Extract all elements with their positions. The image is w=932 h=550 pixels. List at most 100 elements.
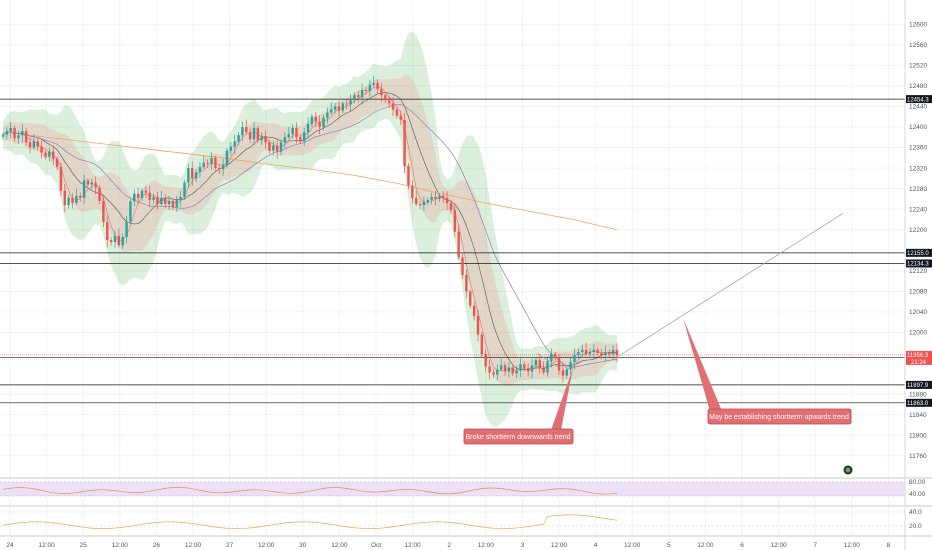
candle-body	[79, 195, 82, 198]
candle-body	[148, 192, 151, 200]
candle-body	[546, 361, 549, 373]
candle-body	[353, 95, 356, 101]
candle-body	[399, 115, 402, 120]
moving-averages	[2, 86, 618, 372]
candle-body	[113, 235, 117, 243]
candle-body	[125, 221, 128, 237]
candle-body	[314, 116, 317, 122]
candle-body	[469, 291, 472, 306]
candle-body	[588, 351, 592, 355]
time-tick-label: 12:00	[551, 542, 568, 549]
level-badge	[906, 95, 932, 104]
candle-body	[106, 222, 109, 240]
ma-purple-line	[2, 104, 618, 368]
time-tick-label: 12:00	[844, 542, 861, 549]
candle-body	[449, 203, 453, 211]
candle-body	[102, 200, 105, 223]
time-tick-label: 12:00	[331, 542, 348, 549]
time-tick-label: 30	[299, 542, 307, 549]
level-badge-label: 12454.3	[907, 97, 929, 103]
candle-body	[430, 196, 433, 200]
trend-drawings[interactable]	[536, 212, 844, 369]
candle-body	[492, 372, 495, 375]
candle-body	[229, 146, 233, 151]
candle-body	[1, 134, 5, 137]
candle-body	[272, 145, 275, 151]
price-tick-label: 12400	[909, 124, 927, 131]
candle-body	[233, 141, 236, 147]
candle-body	[306, 123, 310, 133]
candle-body	[372, 82, 375, 85]
candle-body	[596, 349, 599, 353]
candle-body	[550, 354, 553, 362]
time-tick-label: 12:00	[112, 542, 129, 549]
price-tick-label: 12080	[909, 289, 927, 296]
candle-body	[218, 168, 221, 170]
time-tick-label: 4	[594, 542, 598, 549]
candle-body	[28, 142, 32, 148]
candle-body	[326, 112, 329, 118]
candle-body	[98, 187, 101, 201]
candle-body	[214, 157, 217, 169]
candle-body	[484, 354, 487, 367]
chart-logo	[843, 465, 853, 475]
candle-body	[144, 190, 148, 193]
candle-body	[584, 349, 588, 355]
candle-body	[48, 151, 51, 157]
time-tick-label: 12:00	[478, 542, 495, 549]
candle-body	[349, 100, 352, 105]
candle-body	[322, 117, 325, 127]
level-badge	[906, 248, 932, 257]
price-tick-label: 12440	[909, 104, 927, 111]
rsi-level-label: 40.00	[909, 491, 926, 498]
level-badge-label: 11897.9	[907, 383, 929, 389]
time-tick-label: 12:00	[258, 542, 275, 549]
price-tick-label: 12320	[909, 165, 927, 172]
time-tick-label: 12:00	[404, 542, 421, 549]
price-tick-label: 12600	[909, 21, 927, 28]
candle-body	[109, 240, 113, 243]
price-tick-label: 11800	[909, 432, 927, 439]
ma-fast-line	[2, 86, 617, 372]
candle-body	[445, 197, 449, 204]
candle-body	[40, 146, 43, 153]
candle-body	[407, 166, 410, 186]
level-badge-label: 11863.0	[907, 401, 929, 407]
candle-body	[360, 90, 364, 98]
countdown-label: 21:24	[911, 360, 927, 366]
horizontal-levels[interactable]	[0, 98, 905, 404]
stoch-level-label: 20.0	[909, 523, 922, 530]
candle-body	[90, 182, 94, 185]
time-tick-label: 6	[740, 542, 744, 549]
price-axis[interactable]: 12600 12560 12520 12480 12440 12400 12360 12320…	[909, 21, 927, 459]
price-tick-label: 12360	[909, 145, 927, 152]
candle-body	[554, 354, 557, 359]
candle-body	[434, 196, 437, 199]
price-tick-label: 11760	[909, 453, 927, 460]
price-tick-label: 12000	[909, 330, 927, 337]
candle-body	[557, 358, 561, 371]
stoch-pane	[0, 511, 905, 529]
candle-body	[330, 109, 333, 113]
candle-body	[291, 128, 294, 135]
rsi-level-label: 80.00	[909, 479, 926, 486]
candle-body	[67, 197, 70, 206]
candle-body	[52, 151, 55, 159]
candle-body	[303, 132, 306, 142]
candles	[1, 75, 619, 383]
candle-body	[260, 136, 263, 141]
note-up-trend[interactable]: May be establishing shortterm upwards tr…	[683, 318, 852, 425]
candle-body	[256, 128, 260, 141]
time-tick-label: 26	[153, 542, 161, 549]
ma-mid-line	[2, 92, 618, 371]
note-down-trend[interactable]: Broke shortterm downwards trend	[463, 368, 574, 445]
candle-body	[333, 106, 337, 110]
candle-body	[13, 128, 16, 139]
candle-body	[465, 274, 468, 292]
candle-body	[21, 131, 24, 136]
stoch-line	[2, 514, 618, 529]
time-axis[interactable]: 24 12:00 25 12:00 26 12:00 27 12:00 30 12:00 Oct 12…	[6, 542, 890, 549]
candle-body	[538, 360, 541, 369]
time-tick-label: 12:00	[185, 542, 202, 549]
